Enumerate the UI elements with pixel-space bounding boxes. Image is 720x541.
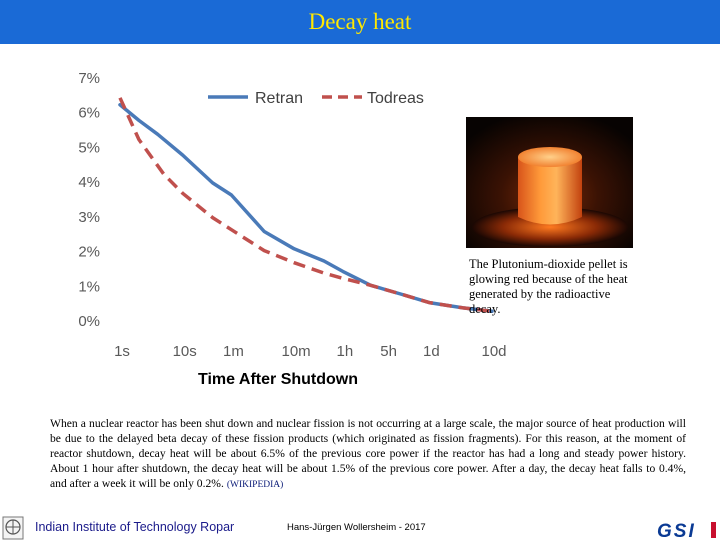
photo-caption: The Plutonium-dioxide pellet is glowing … [469, 257, 628, 316]
x-tick-label: 1s [114, 343, 130, 360]
body-text: When a nuclear reactor has been shut dow… [50, 417, 686, 490]
body-paragraph: When a nuclear reactor has been shut dow… [50, 416, 686, 493]
gsi-logo: GSI [657, 521, 716, 541]
x-tick-label: 10d [481, 343, 506, 360]
x-tick-label: 10m [281, 343, 310, 360]
plutonium-pellet-photo [466, 117, 633, 248]
series-line-retran [118, 103, 494, 314]
y-tick-label: 2% [78, 244, 100, 261]
y-tick-label: 4% [78, 174, 100, 191]
footer: Indian Institute of Technology Ropar Han… [0, 510, 720, 541]
gsi-logo-text: GSI [657, 521, 696, 541]
y-tick-label: 7% [78, 70, 100, 87]
y-tick-label: 1% [78, 278, 100, 295]
slide-title: Decay heat [308, 9, 412, 34]
title-bar: Decay heat [0, 0, 720, 44]
y-tick-label: 3% [78, 209, 100, 226]
author-credit: Hans-Jürgen Wollersheim - 2017 [287, 522, 426, 533]
x-tick-label: 1h [337, 343, 354, 360]
y-tick-label: 5% [78, 139, 100, 156]
legend-label-retran: Retran [255, 90, 303, 107]
x-tick-label: 1d [423, 343, 440, 360]
institute-name: Indian Institute of Technology Ropar [35, 520, 235, 534]
source-label: (WIKIPEDIA) [226, 480, 284, 490]
x-tick-label: 5h [380, 343, 397, 360]
iit-ropar-logo [2, 516, 24, 540]
series-line-todreas [118, 97, 493, 314]
x-tick-label: 10s [173, 343, 197, 360]
decay-heat-chart: 0% 1% 2% 3% 4% 5% 6% 7% 1s 10s 1m 10m 1h 5h 1d 10d Ret… [78, 70, 506, 388]
legend-label-todreas: Todreas [367, 90, 424, 107]
y-tick-label: 0% [78, 313, 100, 330]
x-tick-label: 1m [223, 343, 244, 360]
y-tick-label: 6% [78, 105, 100, 122]
x-axis-title: Time After Shutdown [198, 371, 358, 388]
